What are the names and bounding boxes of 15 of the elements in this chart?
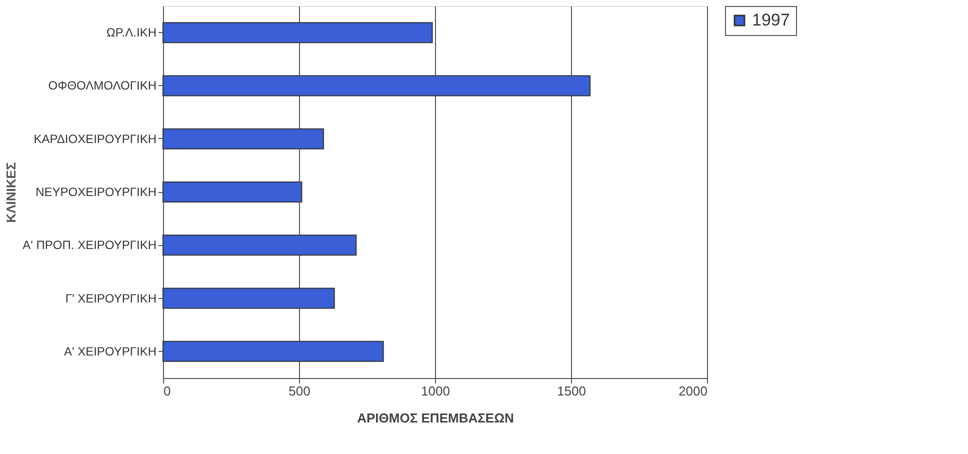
y-tick-label: Α' ΠΡΟΠ. ΧΕΙΡΟΥΡΓΙΚΗ [22, 238, 156, 252]
y-tick-label: Γ' ΧΕΙΡΟΥΡΓΙΚΗ [65, 291, 156, 306]
x-tick-label: 2000 [678, 384, 708, 398]
x-tick-label: 0 [164, 384, 171, 398]
x-tick-label: 1000 [421, 384, 450, 398]
y-tick-label: ΚΑΡΔΙΟΧΕΙΡΟΥΡΓΙΚΗ [34, 132, 156, 146]
x-axis-title: ΑΡΙΘΜΟΣ ΕΠΕΜΒΑΣΕΩΝ [357, 410, 514, 426]
x-tick-label: 500 [288, 384, 310, 398]
y-tick-label: ΝΕΥΡΟΧΕΙΡΟΥΡΓΙΚΗ [36, 185, 156, 199]
legend-label: 1997 [752, 10, 790, 30]
y-tick-label: ΩΡ.Λ.ΙΚΗ [106, 26, 156, 40]
x-tick-label: 1500 [557, 384, 586, 398]
y-tick-label: Α' ΧΕΙΡΟΥΡΓΙΚΗ [64, 344, 156, 358]
y-axis-title: ΚΛΙΝΙΚΕΣ [4, 162, 19, 223]
y-tick-label: ΟΦΘΟΛΜΟΛΟΓΙΚΗ [48, 78, 156, 93]
